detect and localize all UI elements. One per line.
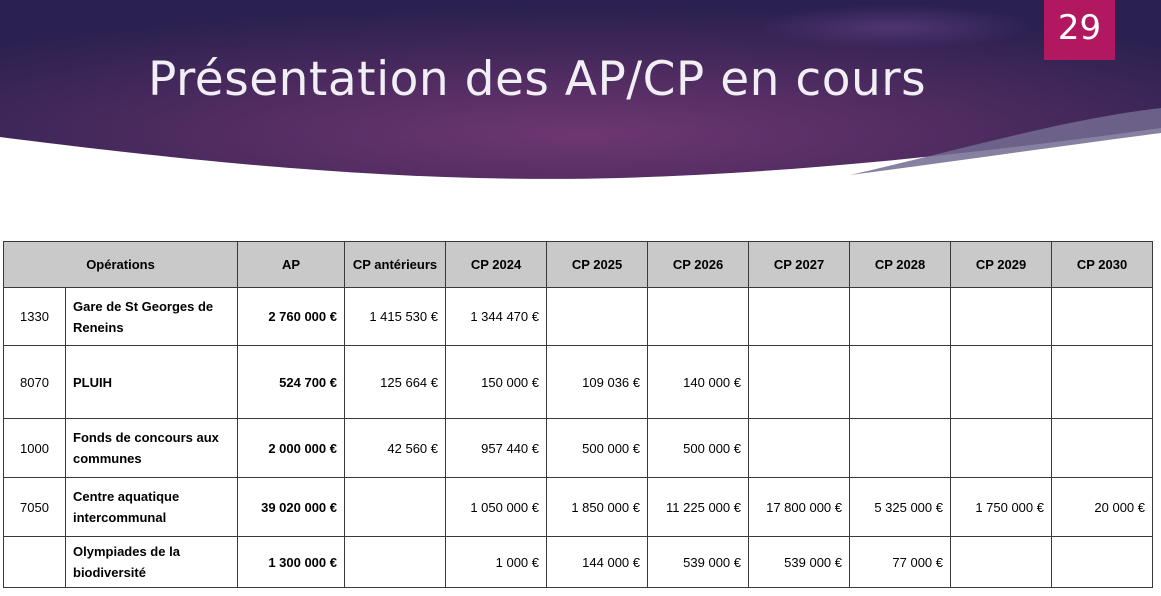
empty-cp-cell [849, 345, 951, 419]
cp-amount: 500 000 € [647, 418, 749, 478]
empty-cp-cell [647, 287, 749, 346]
table-row: 7050 Centre aquatique intercommunal 39 020… [3, 477, 1153, 537]
cp-amount: 125 664 € [344, 345, 446, 419]
table-body: 1330 Gare de St Georges de Reneins 2 760 0… [3, 287, 1153, 588]
operation-name: Gare de St Georges de Reneins [65, 287, 238, 346]
empty-cp-cell [1051, 536, 1153, 588]
empty-cp-cell [344, 477, 446, 537]
header-cp-2026: CP 2026 [647, 241, 749, 288]
table-header-row: Opérations AP CP antérieurs CP 2024 CP 2… [3, 241, 1153, 288]
operation-name: Olympiades de la biodiversité [65, 536, 238, 588]
cp-amount: 20 000 € [1051, 477, 1153, 537]
table-row: 8070 PLUIH 524 700 €125 664 €150 000 €109 … [3, 345, 1153, 419]
cp-amount: 17 800 000 € [748, 477, 850, 537]
header-cp-2029: CP 2029 [950, 241, 1052, 288]
header-cp-2024: CP 2024 [445, 241, 547, 288]
cp-amount: 1 750 000 € [950, 477, 1052, 537]
operation-code [3, 536, 66, 588]
ap-amount: 524 700 € [237, 345, 345, 419]
empty-cp-cell [1051, 418, 1153, 478]
cp-amount: 5 325 000 € [849, 477, 951, 537]
table-row: 1330 Gare de St Georges de Reneins 2 760 0… [3, 287, 1153, 346]
operation-code: 1330 [3, 287, 66, 346]
cp-amount: 11 225 000 € [647, 477, 749, 537]
title-banner [0, 0, 1161, 185]
empty-cp-cell [748, 287, 850, 346]
empty-cp-cell [1051, 345, 1153, 419]
header-operations: Opérations [3, 241, 238, 288]
table-row: Olympiades de la biodiversité 1 300 000 €… [3, 536, 1153, 588]
operation-code: 8070 [3, 345, 66, 419]
cp-amount: 1 344 470 € [445, 287, 547, 346]
ap-amount: 39 020 000 € [237, 477, 345, 537]
cp-amount: 42 560 € [344, 418, 446, 478]
slide-title: Présentation des AP/CP en cours [148, 52, 927, 107]
cp-amount: 1 415 530 € [344, 287, 446, 346]
cp-amount: 150 000 € [445, 345, 547, 419]
cp-amount: 1 850 000 € [546, 477, 648, 537]
banner-graphic [0, 0, 1161, 179]
operation-name: PLUIH [65, 345, 238, 419]
empty-cp-cell [849, 418, 951, 478]
empty-cp-cell [950, 345, 1052, 419]
operation-code: 7050 [3, 477, 66, 537]
header-cp-anterieurs: CP antérieurs [344, 241, 446, 288]
header-cp-2027: CP 2027 [748, 241, 850, 288]
empty-cp-cell [849, 287, 951, 346]
empty-cp-cell [950, 418, 1052, 478]
cp-amount: 539 000 € [647, 536, 749, 588]
header-ap: AP [237, 241, 345, 288]
ap-amount: 1 300 000 € [237, 536, 345, 588]
ap-cp-table: Opérations AP CP antérieurs CP 2024 CP 2… [3, 241, 1153, 588]
ap-amount: 2 760 000 € [237, 287, 345, 346]
empty-cp-cell [950, 536, 1052, 588]
empty-cp-cell [546, 287, 648, 346]
empty-cp-cell [950, 287, 1052, 346]
cp-amount: 1 000 € [445, 536, 547, 588]
operation-name: Centre aquatique intercommunal [65, 477, 238, 537]
cp-amount: 77 000 € [849, 536, 951, 588]
cp-amount: 539 000 € [748, 536, 850, 588]
ap-amount: 2 000 000 € [237, 418, 345, 478]
operation-name: Fonds de concours aux communes [65, 418, 238, 478]
header-cp-2028: CP 2028 [849, 241, 951, 288]
empty-cp-cell [748, 418, 850, 478]
empty-cp-cell [748, 345, 850, 419]
cp-amount: 144 000 € [546, 536, 648, 588]
operation-code: 1000 [3, 418, 66, 478]
cp-amount: 1 050 000 € [445, 477, 547, 537]
header-cp-2025: CP 2025 [546, 241, 648, 288]
cp-amount: 109 036 € [546, 345, 648, 419]
table-row: 1000 Fonds de concours aux communes 2 000 … [3, 418, 1153, 478]
cp-amount: 140 000 € [647, 345, 749, 419]
header-cp-2030: CP 2030 [1051, 241, 1153, 288]
cp-amount: 500 000 € [546, 418, 648, 478]
empty-cp-cell [344, 536, 446, 588]
slide-number-badge: 29 [1044, 0, 1115, 60]
empty-cp-cell [1051, 287, 1153, 346]
cp-amount: 957 440 € [445, 418, 547, 478]
